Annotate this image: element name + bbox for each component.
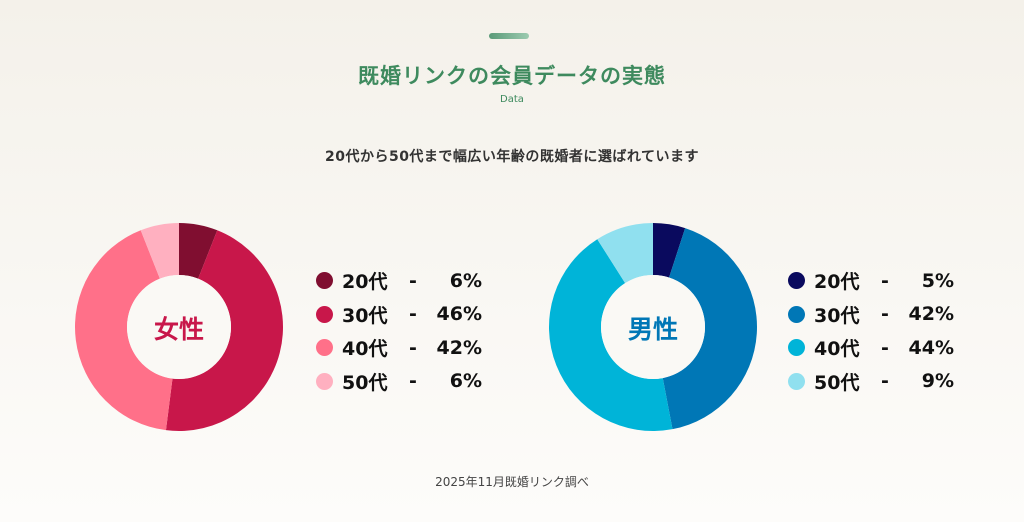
legend-separator: - bbox=[409, 336, 417, 359]
legend-label: 20代 bbox=[814, 271, 860, 294]
legend-color-dot bbox=[788, 339, 805, 357]
legend-label: 50代 bbox=[342, 371, 388, 394]
legend-separator: - bbox=[409, 269, 417, 292]
legend-color-dot bbox=[316, 372, 333, 390]
legend-item: 30代 -46% bbox=[316, 298, 482, 332]
lead-text: 20代から50代まで幅広い年齢の既婚者に選ばれています bbox=[324, 149, 700, 165]
donut-slice-40代 bbox=[74, 230, 173, 431]
legend-item: 20代 - 6% bbox=[316, 264, 482, 298]
donut-slice-20代 bbox=[653, 223, 686, 278]
footnote: 2025年11月既婚リンク調べ bbox=[435, 475, 589, 489]
legend-separator: - bbox=[409, 303, 417, 326]
legend-item: 20代 - 5% bbox=[788, 264, 954, 298]
legend-separator: - bbox=[881, 269, 889, 292]
legend-color-dot bbox=[316, 305, 333, 323]
legend-value: 9% bbox=[921, 370, 954, 393]
legend-label: 40代 bbox=[342, 338, 388, 361]
page-title: 既婚リンクの会員データの実態 bbox=[358, 64, 666, 88]
legend-value: 46% bbox=[436, 303, 482, 326]
legend-separator: - bbox=[881, 303, 889, 326]
legend-label: 50代 bbox=[814, 371, 860, 394]
legend-label: 20代 bbox=[342, 271, 388, 294]
legend-label: 30代 bbox=[814, 304, 860, 327]
legend-separator: - bbox=[409, 370, 417, 393]
female-donut-chart bbox=[74, 223, 284, 431]
donut-slice-30代 bbox=[165, 230, 284, 431]
legend-separator: - bbox=[881, 370, 889, 393]
legend-item: 50代 - 6% bbox=[316, 365, 482, 399]
donut-hole bbox=[601, 275, 705, 379]
female-legend: 20代 -6% 30代 -46% 40代 -42% 50代 -6% bbox=[316, 264, 482, 398]
legend-value: 42% bbox=[436, 336, 482, 359]
male-chart-label: 男性 bbox=[627, 315, 678, 344]
legend-color-dot bbox=[788, 372, 805, 390]
page-subtitle: Data bbox=[500, 94, 524, 105]
donut-slice-30代 bbox=[662, 228, 757, 430]
legend-label: 40代 bbox=[814, 338, 860, 361]
title-accent-bar bbox=[489, 33, 529, 39]
legend-label: 30代 bbox=[342, 304, 388, 327]
legend-color-dot bbox=[788, 272, 805, 290]
donut-slice-20代 bbox=[179, 223, 218, 279]
legend-value: 42% bbox=[908, 303, 954, 326]
legend-item: 40代 -42% bbox=[316, 331, 482, 365]
donut-slice-40代 bbox=[549, 239, 673, 431]
legend-separator: - bbox=[881, 336, 889, 359]
male-donut-chart bbox=[549, 223, 757, 431]
legend-value: 6% bbox=[449, 269, 482, 292]
legend-value: 6% bbox=[449, 370, 482, 393]
female-chart-label: 女性 bbox=[153, 315, 204, 344]
legend-color-dot bbox=[788, 305, 805, 323]
legend-item: 40代 -44% bbox=[788, 331, 954, 365]
legend-item: 50代 - 9% bbox=[788, 365, 954, 399]
legend-color-dot bbox=[316, 339, 333, 357]
donut-slice-50代 bbox=[597, 223, 653, 284]
donut-hole bbox=[127, 275, 231, 379]
legend-value: 5% bbox=[921, 269, 954, 292]
donut-slice-50代 bbox=[140, 223, 179, 279]
legend-value: 44% bbox=[908, 336, 954, 359]
legend-color-dot bbox=[316, 272, 333, 290]
legend-item: 30代 -42% bbox=[788, 298, 954, 332]
male-legend: 20代 -5% 30代 -42% 40代 -44% 50代 -9% bbox=[788, 264, 954, 398]
